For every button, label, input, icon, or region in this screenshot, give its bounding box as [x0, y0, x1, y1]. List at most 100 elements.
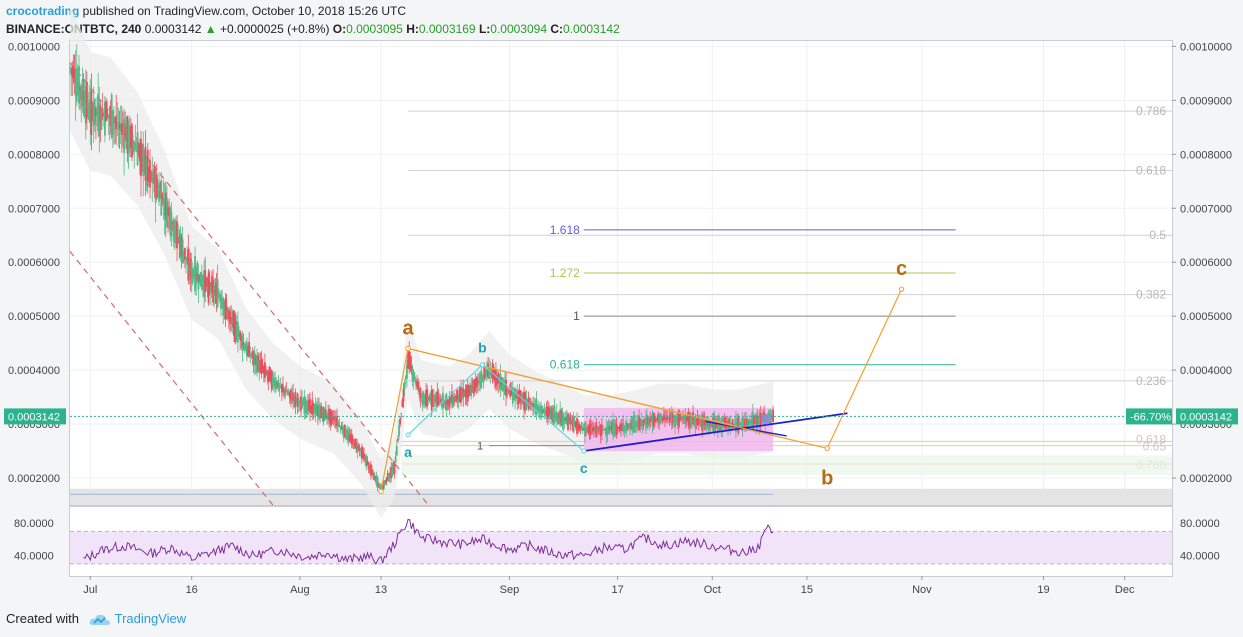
- y-axis-label-right: 0.0002000: [1180, 473, 1232, 485]
- x-axis-label: 13: [375, 584, 387, 596]
- candle-body: [666, 416, 669, 421]
- candle-body: [211, 275, 213, 294]
- candle-body: [705, 421, 708, 427]
- candle-body: [396, 439, 399, 441]
- tradingview-brand-link[interactable]: TradingView: [114, 611, 187, 626]
- candle-body: [301, 399, 304, 409]
- candle-body: [558, 412, 560, 419]
- candle-body: [689, 416, 692, 425]
- candle-body: [262, 365, 265, 374]
- candle-body: [510, 390, 513, 396]
- candle-body: [487, 363, 489, 378]
- candle-body: [620, 424, 622, 431]
- candle-body: [129, 126, 132, 148]
- candle-body: [749, 420, 752, 425]
- candle-body: [144, 146, 147, 181]
- candle-body: [543, 407, 546, 415]
- candle-body: [328, 408, 331, 420]
- candle-body: [447, 399, 450, 404]
- candle-body: [357, 446, 360, 450]
- price-tag-left-text: 0.0003142: [8, 411, 60, 423]
- candle-body: [90, 91, 93, 135]
- candle-body: [670, 410, 673, 426]
- candle-body: [594, 428, 596, 431]
- low-value: 0.0003094: [490, 22, 548, 36]
- candle-body: [609, 428, 612, 431]
- candle-body: [217, 293, 220, 296]
- candle-body: [91, 109, 94, 113]
- candle-body: [316, 405, 319, 417]
- candle-body: [472, 380, 475, 394]
- x-axis-label: 16: [186, 584, 198, 596]
- candle-body: [744, 419, 746, 427]
- candle-body: [341, 427, 344, 434]
- candle-body: [460, 387, 462, 403]
- candle-body: [115, 115, 118, 130]
- candle-body: [81, 79, 84, 108]
- candle-body: [169, 207, 172, 236]
- x-axis-label: 17: [611, 584, 623, 596]
- candle-body: [706, 420, 709, 425]
- candle-body: [319, 406, 322, 419]
- candle-body: [682, 418, 684, 420]
- candle-body: [631, 419, 634, 431]
- candle-body: [261, 367, 264, 370]
- candle-body: [495, 369, 497, 387]
- candle-body: [324, 409, 327, 418]
- candle-body: [579, 426, 582, 429]
- candle-body: [348, 434, 351, 441]
- candle-body: [492, 366, 495, 378]
- candle-body: [623, 425, 626, 432]
- candle-body: [117, 125, 120, 127]
- candle-body: [649, 419, 652, 422]
- candle-body: [736, 421, 738, 427]
- candle-body: [356, 444, 359, 453]
- candles: [69, 44, 775, 495]
- candle-body: [427, 397, 430, 400]
- candle-body: [321, 412, 324, 415]
- candle-body: [735, 419, 737, 432]
- candle-body: [353, 440, 355, 450]
- candle-body: [113, 118, 115, 124]
- candle-body: [131, 124, 133, 158]
- wave-abc-label: b: [821, 467, 833, 489]
- candle-body: [668, 415, 671, 424]
- y-axis-label-left: 0.0009000: [8, 95, 60, 107]
- candle-body: [648, 417, 651, 426]
- author-link[interactable]: crocotrading: [6, 4, 80, 18]
- candle-body: [116, 122, 119, 127]
- candle-body: [184, 248, 186, 261]
- candle-body: [224, 298, 227, 320]
- x-axis-label: 15: [801, 584, 813, 596]
- candle-body: [507, 390, 510, 392]
- candle-body: [509, 389, 512, 396]
- candle-body: [101, 112, 104, 117]
- candle-body: [587, 425, 590, 434]
- candle-body: [504, 380, 506, 395]
- candle-body: [332, 416, 335, 420]
- candle-body: [207, 272, 210, 304]
- candle-body: [346, 429, 349, 440]
- candle-body: [738, 421, 741, 429]
- candle-body: [469, 385, 471, 396]
- candle-body: [664, 418, 666, 420]
- candle-body: [213, 286, 216, 296]
- fib-retracement-label: 0.236: [1136, 374, 1166, 388]
- candle-body: [676, 416, 679, 421]
- candle-body: [560, 410, 563, 423]
- candle-body: [355, 441, 358, 450]
- candle-body: [523, 392, 525, 411]
- candle-body: [457, 395, 460, 402]
- candle-body: [519, 393, 522, 404]
- candle-body: [701, 414, 704, 431]
- candle-body: [407, 351, 409, 369]
- candle-body: [474, 379, 477, 388]
- candle-body: [436, 391, 439, 407]
- candle-body: [553, 406, 556, 424]
- candle-body: [449, 400, 452, 403]
- y-axis-label-right: 0.0009000: [1180, 95, 1232, 107]
- candle-body: [111, 110, 114, 134]
- candle-body: [104, 101, 106, 136]
- candle-body: [176, 221, 178, 249]
- current-price-marker: [761, 414, 772, 425]
